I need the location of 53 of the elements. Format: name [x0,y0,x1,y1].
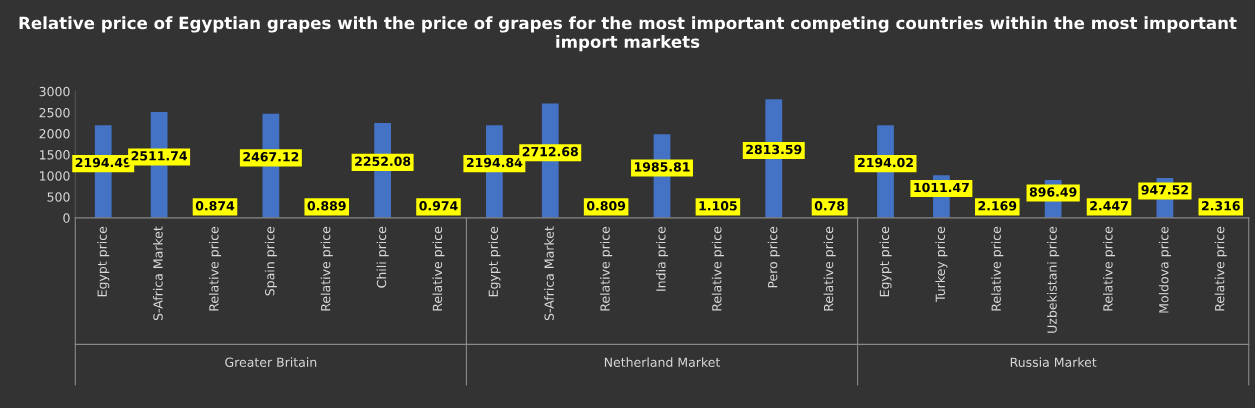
data-label: 947.52 [1141,185,1188,195]
y-tick-label: 500 [47,192,70,202]
data-label: 1011.47 [914,182,969,193]
data-label: 2194.02 [858,157,913,168]
data-label: 2194.84 [466,157,523,168]
x-tick-label: Relative price [432,226,445,311]
data-label: 2712.68 [522,146,578,157]
x-tick-label: Relative price [600,226,613,311]
data-label: 2.447 [1090,201,1128,211]
data-label: 2252.08 [355,156,411,167]
y-tick-label: 0 [63,213,70,223]
data-label: 2511.74 [131,151,188,161]
data-label: 1.105 [699,201,737,211]
y-tick-label: 3000 [39,86,70,97]
data-label: 0.874 [195,201,235,211]
x-tick-label: Chili price [376,226,389,288]
data-label: 0.889 [307,201,346,211]
chart-title: Relative price of Egyptian grapes with the price of grapes for the most important competing countries within the most important import markets [19,16,1237,52]
data-label: 0.974 [419,201,458,211]
x-tick-label: S-Africa Market [544,226,554,321]
x-tick-label: Egypt price [488,226,501,297]
x-tick-label: S-Africa Market [153,226,163,321]
x-tick-label: Relative price [991,226,1004,311]
x-tick-label: Spain price [264,226,277,296]
text: Netherland Market [604,357,721,367]
x-tick-label: Relative price [1102,226,1116,311]
y-tick-label: 2000 [39,129,70,139]
x-tick-label: Turkey price [935,226,948,303]
x-tick-label: Egypt price [879,226,892,297]
data-label: 1985.81 [634,162,690,172]
x-tick-label: Relative price [823,226,836,311]
x-tick-label: Moldova price [1158,226,1171,313]
data-label: 2194.49 [75,157,131,168]
data-label: 2813.59 [746,144,802,155]
y-tick-label: 2500 [39,107,70,118]
data-label: 2467.12 [243,152,299,162]
y-tick-label: 1000 [40,171,70,181]
x-tick-label: Relative price [320,226,333,311]
data-label: 0.809 [586,201,626,211]
y-tick-label: 1500 [40,150,70,160]
data-label: 896.49 [1029,187,1077,197]
x-tick-label: Pero price [767,226,780,288]
x-tick-label: Uzbekistani price [1047,226,1060,333]
text: Russia Market [1010,357,1097,367]
x-tick-label: India price [655,226,669,291]
data-label: 0.78 [814,201,845,211]
data-label: 2.316 [1202,201,1240,211]
data-label: 2.169 [978,201,1017,211]
text: Greater Britain [225,357,317,367]
x-tick-label: Relative price [711,226,724,311]
x-tick-label: Relative price [1214,226,1227,311]
x-tick-label: Relative price [208,226,222,311]
x-tick-label: Egypt price [97,226,110,297]
